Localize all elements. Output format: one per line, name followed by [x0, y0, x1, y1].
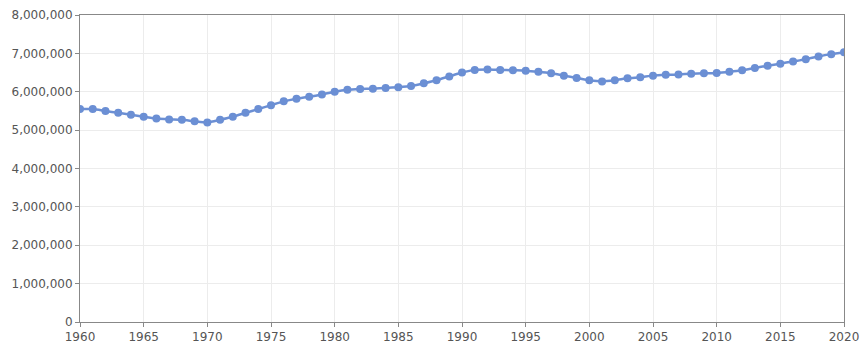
svg-text:1980: 1980: [319, 330, 350, 344]
svg-text:2010: 2010: [701, 330, 732, 344]
svg-text:1990: 1990: [447, 330, 478, 344]
svg-text:1970: 1970: [192, 330, 223, 344]
svg-text:1985: 1985: [383, 330, 414, 344]
svg-text:1960: 1960: [65, 330, 96, 344]
svg-text:1995: 1995: [510, 330, 541, 344]
svg-text:5,000,000: 5,000,000: [12, 123, 73, 137]
svg-text:1,000,000: 1,000,000: [12, 277, 73, 291]
svg-text:8,000,000: 8,000,000: [12, 8, 73, 22]
svg-text:0: 0: [65, 315, 73, 329]
svg-text:2000: 2000: [574, 330, 605, 344]
svg-text:7,000,000: 7,000,000: [12, 47, 73, 61]
svg-text:4,000,000: 4,000,000: [12, 162, 73, 176]
svg-text:3,000,000: 3,000,000: [12, 200, 73, 214]
svg-text:2005: 2005: [638, 330, 669, 344]
svg-text:2,000,000: 2,000,000: [12, 238, 73, 252]
svg-text:2020: 2020: [829, 330, 860, 344]
svg-text:6,000,000: 6,000,000: [12, 85, 73, 99]
svg-text:1975: 1975: [256, 330, 287, 344]
svg-text:1965: 1965: [128, 330, 159, 344]
svg-text:2015: 2015: [765, 330, 796, 344]
